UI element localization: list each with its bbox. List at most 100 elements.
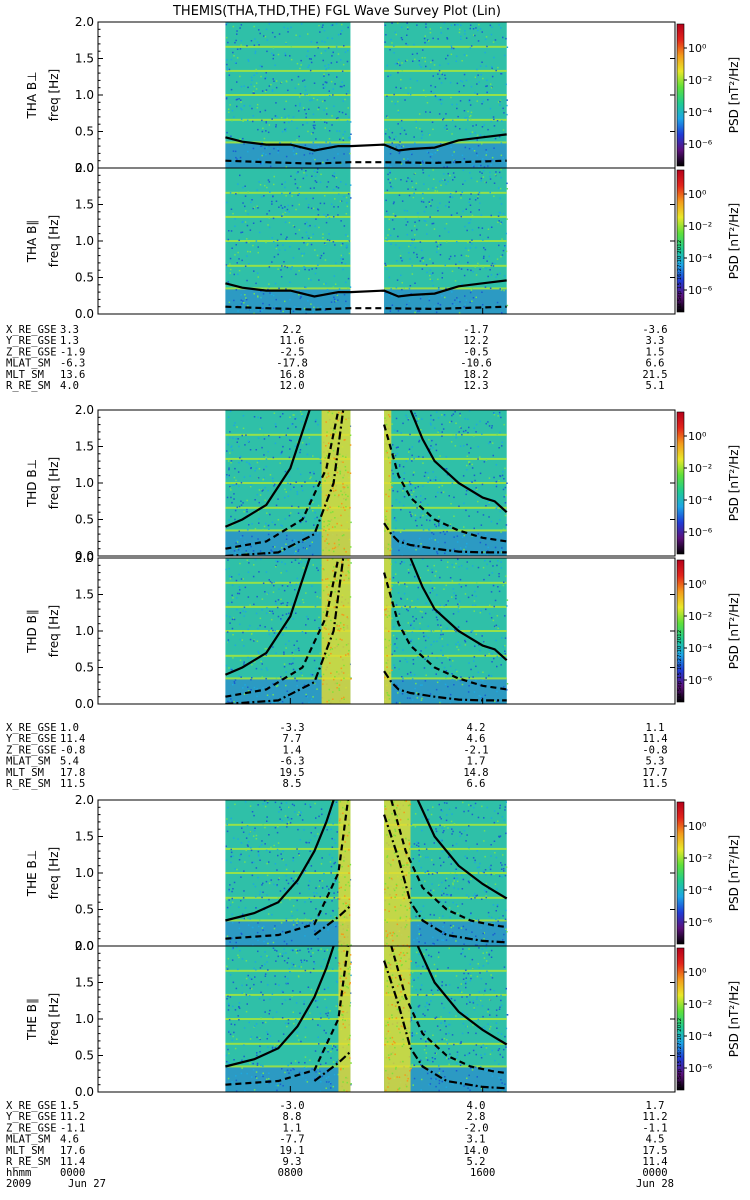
spin-tone-line bbox=[384, 654, 507, 657]
band-pixel bbox=[384, 417, 386, 419]
noise-pixel bbox=[254, 961, 257, 963]
noise-pixel bbox=[445, 819, 448, 822]
noise-pixel bbox=[316, 688, 318, 690]
noise-pixel bbox=[427, 39, 429, 41]
noise-pixel bbox=[453, 151, 455, 153]
noise-pixel bbox=[504, 467, 506, 470]
noise-pixel bbox=[231, 618, 234, 621]
noise-pixel bbox=[272, 941, 275, 944]
noise-pixel bbox=[497, 215, 500, 217]
noise-pixel bbox=[262, 882, 264, 885]
noise-pixel bbox=[342, 100, 344, 102]
noise-pixel bbox=[305, 116, 307, 119]
noise-pixel bbox=[332, 188, 335, 191]
noise-pixel bbox=[452, 901, 454, 904]
noise-pixel bbox=[401, 62, 403, 64]
noise-pixel bbox=[467, 691, 470, 693]
noise-pixel bbox=[231, 594, 233, 597]
noise-pixel bbox=[494, 546, 497, 549]
noise-pixel bbox=[474, 132, 477, 134]
noise-pixel bbox=[257, 650, 259, 653]
noise-pixel bbox=[244, 684, 246, 686]
noise-pixel bbox=[419, 503, 421, 506]
noise-pixel bbox=[310, 41, 313, 43]
noise-pixel bbox=[338, 130, 341, 132]
noise-pixel bbox=[232, 212, 234, 215]
noise-pixel bbox=[299, 991, 301, 993]
noise-pixel bbox=[233, 550, 236, 552]
noise-pixel bbox=[490, 120, 492, 123]
band-pixel bbox=[340, 656, 342, 658]
spin-tone-line bbox=[225, 581, 351, 584]
noise-pixel bbox=[305, 561, 307, 563]
y-axis-label: freq [Hz] bbox=[47, 847, 61, 899]
noise-pixel bbox=[285, 155, 288, 158]
noise-pixel bbox=[231, 627, 234, 630]
noise-pixel bbox=[491, 26, 493, 28]
noise-pixel bbox=[265, 89, 268, 91]
noise-pixel bbox=[287, 1019, 290, 1021]
noise-pixel bbox=[414, 311, 416, 314]
noise-pixel bbox=[301, 489, 304, 492]
noise-pixel bbox=[436, 190, 439, 192]
noise-pixel bbox=[227, 995, 229, 997]
noise-pixel bbox=[330, 915, 332, 917]
noise-pixel bbox=[304, 266, 306, 269]
noise-pixel bbox=[473, 691, 476, 693]
noise-pixel bbox=[385, 128, 387, 131]
noise-pixel bbox=[473, 474, 476, 477]
noise-pixel bbox=[267, 913, 270, 915]
noise-pixel bbox=[453, 823, 456, 825]
noise-pixel bbox=[501, 312, 503, 314]
noise-pixel bbox=[270, 627, 273, 630]
noise-pixel bbox=[251, 874, 254, 877]
noise-pixel bbox=[314, 511, 316, 514]
noise-pixel bbox=[438, 519, 441, 521]
noise-pixel bbox=[441, 839, 443, 842]
noise-pixel bbox=[476, 180, 478, 183]
noise-pixel bbox=[322, 24, 324, 26]
band-pixel bbox=[333, 547, 336, 549]
noise-pixel bbox=[304, 1026, 307, 1029]
colorbar-tick-label: 10⁰ bbox=[688, 820, 707, 833]
noise-pixel bbox=[277, 842, 280, 844]
noise-pixel bbox=[226, 830, 229, 833]
noise-pixel bbox=[393, 138, 395, 140]
noise-pixel bbox=[315, 887, 317, 889]
noise-pixel bbox=[320, 863, 323, 865]
frequency-curve-dashed bbox=[390, 800, 507, 929]
noise-pixel bbox=[470, 269, 472, 272]
noise-pixel bbox=[436, 872, 438, 874]
noise-pixel bbox=[277, 53, 280, 56]
noise-pixel bbox=[235, 483, 238, 485]
noise-pixel bbox=[385, 210, 388, 213]
noise-pixel bbox=[258, 571, 260, 573]
noise-pixel bbox=[262, 929, 264, 931]
band-pixel bbox=[394, 830, 397, 832]
noise-pixel bbox=[425, 111, 427, 113]
noise-pixel bbox=[281, 614, 284, 616]
noise-pixel bbox=[434, 95, 437, 97]
noise-pixel bbox=[286, 604, 288, 607]
noise-pixel bbox=[236, 262, 238, 264]
noise-pixel bbox=[394, 573, 397, 575]
noise-pixel bbox=[229, 410, 232, 412]
noise-pixel bbox=[495, 910, 497, 912]
noise-pixel bbox=[292, 658, 295, 660]
noise-pixel bbox=[415, 496, 417, 498]
noise-pixel bbox=[286, 236, 288, 238]
noise-pixel bbox=[267, 489, 269, 492]
noise-pixel bbox=[286, 208, 289, 211]
noise-pixel bbox=[310, 947, 313, 950]
noise-pixel bbox=[427, 472, 429, 474]
noise-pixel bbox=[255, 240, 258, 242]
noise-pixel bbox=[493, 182, 496, 184]
noise-pixel bbox=[251, 523, 253, 525]
noise-pixel bbox=[492, 904, 495, 906]
noise-pixel bbox=[424, 35, 426, 37]
noise-pixel bbox=[505, 232, 507, 235]
noise-pixel bbox=[280, 310, 282, 312]
band-pixel bbox=[328, 633, 330, 635]
noise-pixel bbox=[477, 29, 479, 32]
noise-pixel bbox=[451, 196, 454, 198]
